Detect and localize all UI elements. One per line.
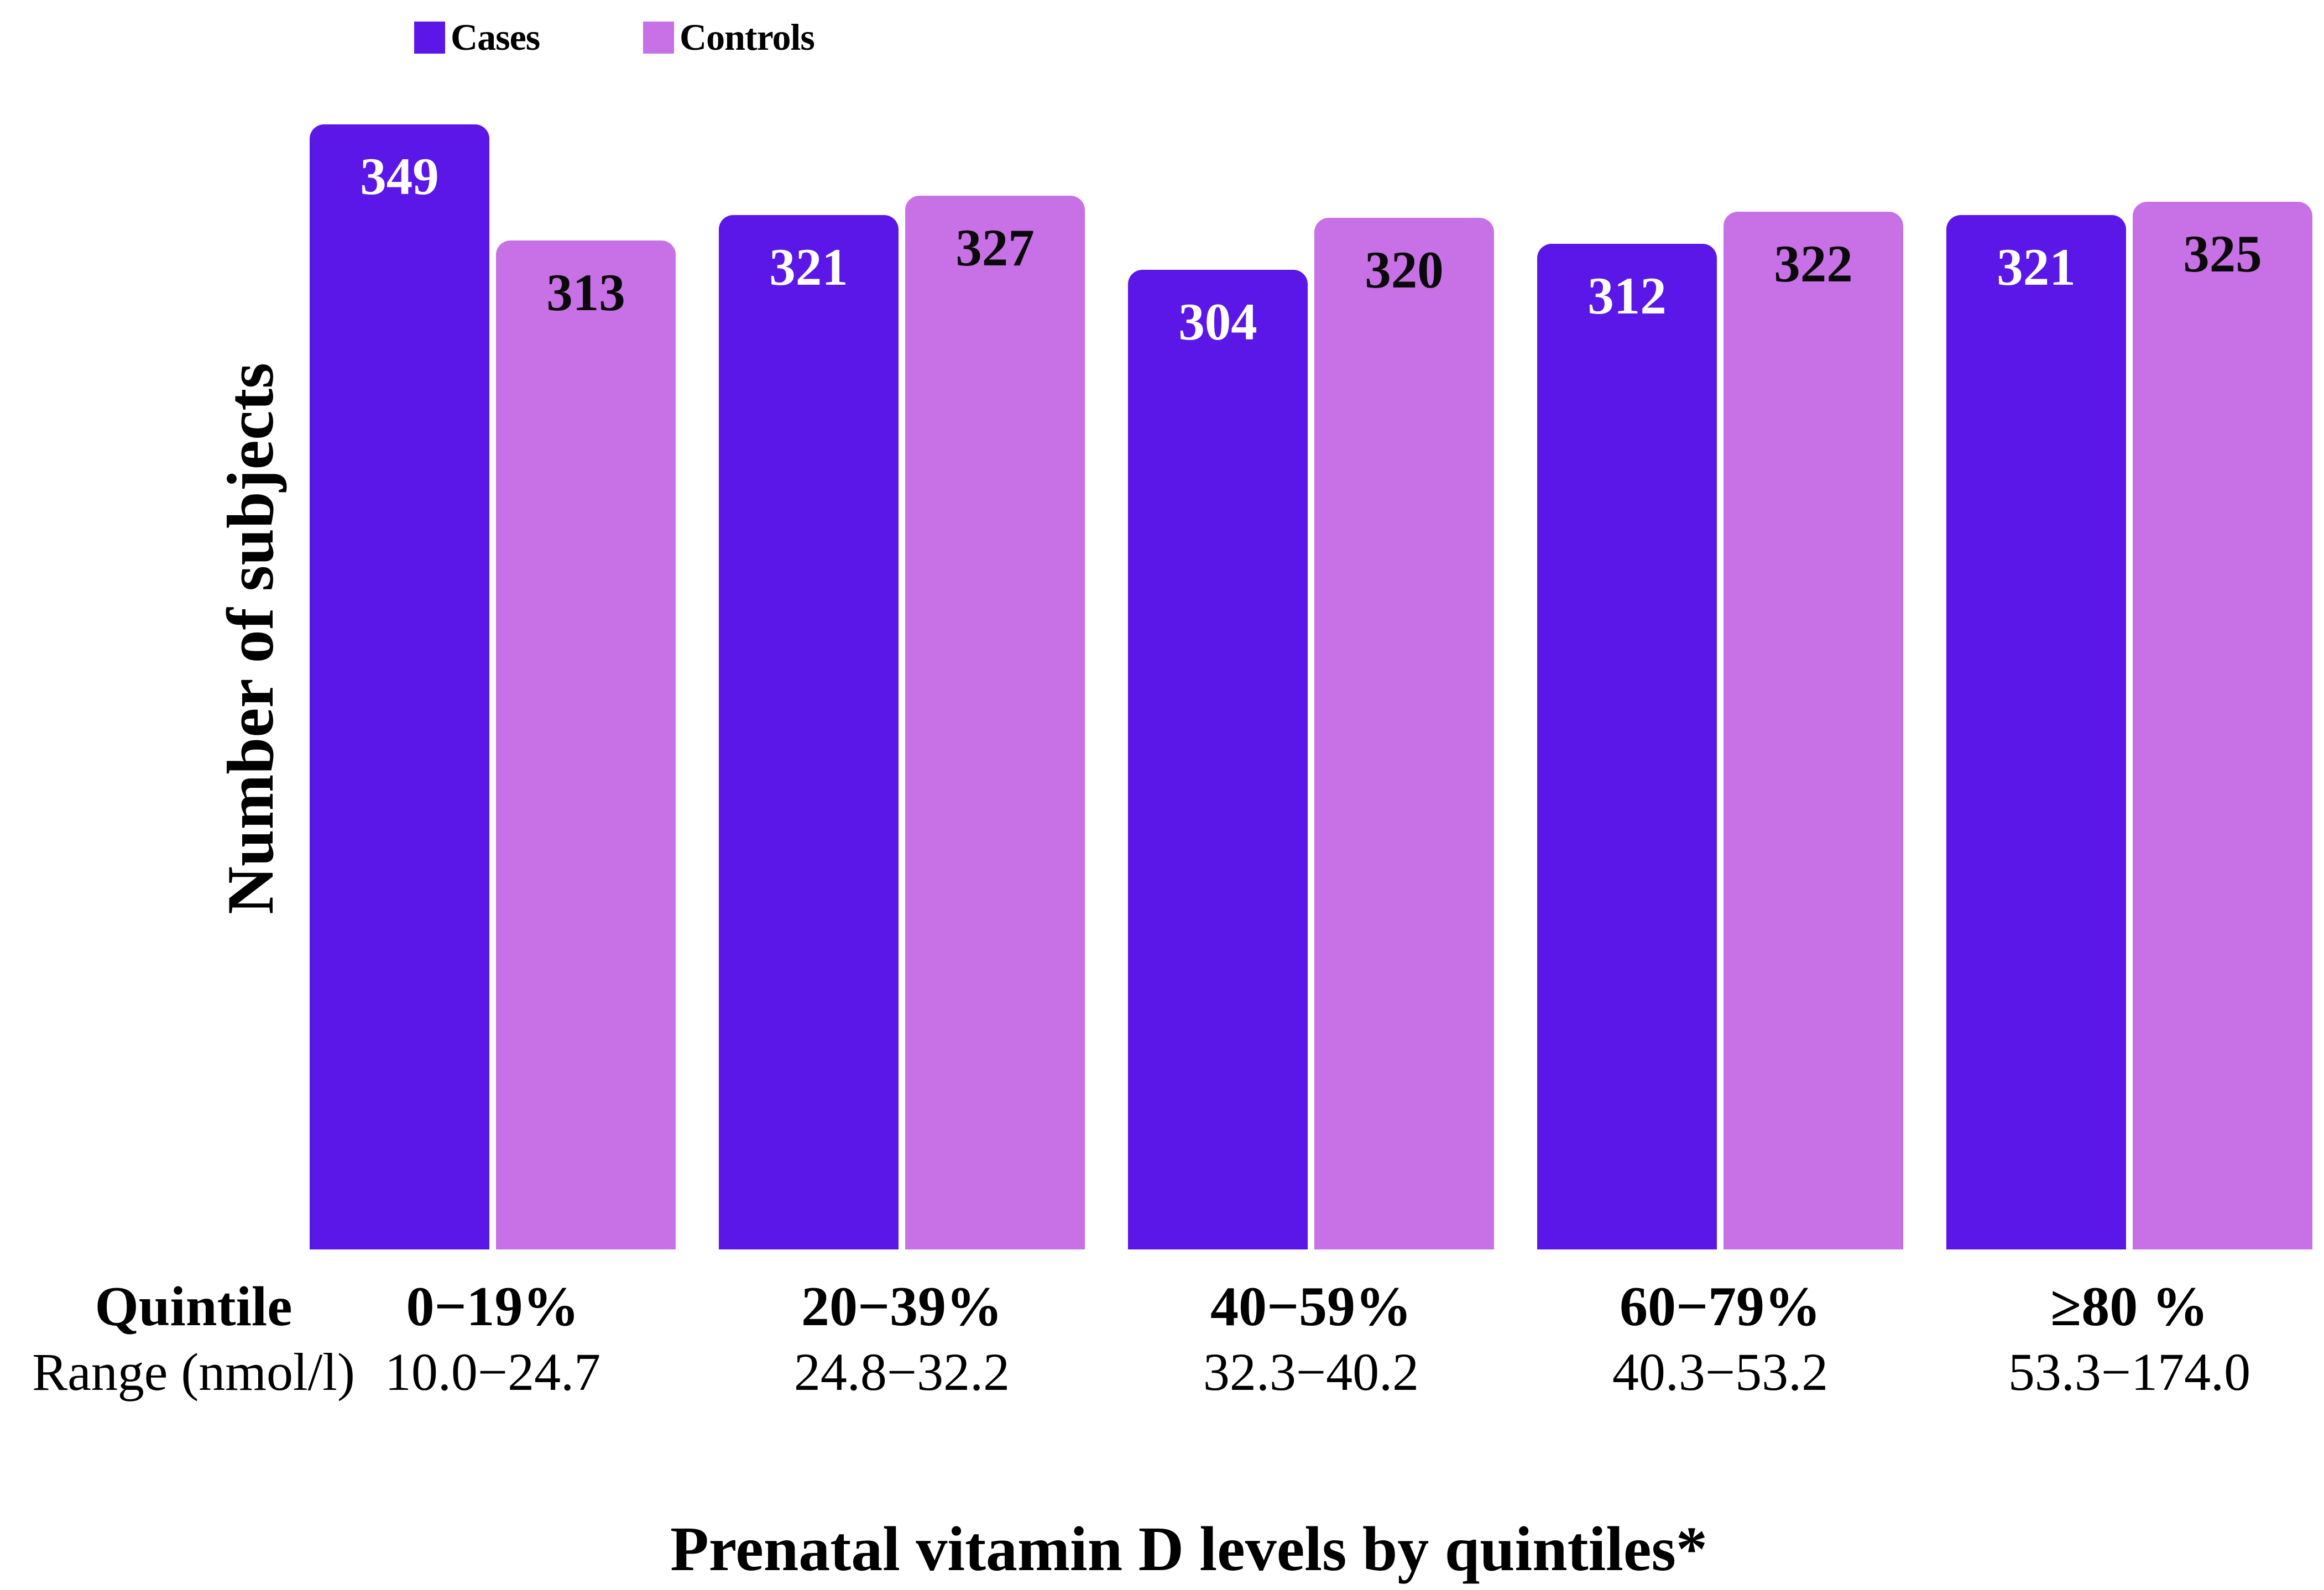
x-row-header-quintile: Quintile — [95, 1275, 293, 1338]
legend-label-cases: Cases — [451, 16, 540, 58]
bar-controls-5: 325 — [2133, 202, 2312, 1249]
bar-cases-4: 312 — [1537, 244, 1717, 1249]
bar-value-label: 313 — [546, 263, 625, 322]
bar-value-label: 322 — [1774, 234, 1853, 293]
x-label-range-3: 32.3−40.2 — [1203, 1342, 1419, 1401]
bar-cases-5: 321 — [1946, 215, 2126, 1249]
bar-value-label: 321 — [1997, 237, 2076, 296]
bar-controls-3: 320 — [1314, 218, 1494, 1249]
legend-item-controls: Controls — [643, 15, 815, 59]
legend-item-cases: Cases — [414, 15, 540, 59]
x-label-quintile-2: 20−39% — [801, 1275, 1003, 1338]
bar-controls-1: 313 — [496, 240, 676, 1249]
x-label-quintile-5: ≥80 % — [2050, 1275, 2208, 1338]
bar-cases-3: 304 — [1128, 269, 1308, 1249]
x-label-range-5: 53.3−174.0 — [2008, 1342, 2251, 1401]
legend-label-controls: Controls — [680, 16, 815, 58]
bar-cases-2: 321 — [719, 215, 899, 1249]
x-axis-title: Prenatal vitamin D levels by quintiles* — [670, 1514, 1707, 1584]
controls-swatch-icon — [643, 21, 674, 54]
bar-controls-2: 327 — [905, 195, 1085, 1249]
x-row-header-range: Range (nmol/l) — [32, 1342, 355, 1401]
x-label-range-2: 24.8−32.2 — [793, 1342, 1010, 1401]
x-label-quintile-1: 0−19% — [406, 1275, 579, 1338]
cases-swatch-icon — [414, 21, 445, 54]
bar-value-label: 320 — [1365, 240, 1444, 300]
bar-value-label: 325 — [2183, 224, 2262, 284]
x-label-range-4: 40.3−53.2 — [1612, 1342, 1829, 1401]
y-axis-label: Number of subjects — [213, 363, 287, 914]
bar-value-label: 321 — [769, 237, 848, 296]
bar-cases-1: 349 — [310, 124, 489, 1249]
bar-controls-4: 322 — [1724, 211, 1903, 1249]
x-label-quintile-4: 60−79% — [1619, 1275, 1821, 1338]
bar-value-label: 327 — [955, 218, 1035, 277]
bar-value-label: 349 — [360, 147, 439, 206]
bar-value-label: 304 — [1178, 292, 1257, 351]
x-label-quintile-3: 40−59% — [1210, 1275, 1412, 1338]
bar-value-label: 312 — [1587, 266, 1667, 326]
x-label-range-1: 10.0−24.7 — [384, 1342, 601, 1401]
